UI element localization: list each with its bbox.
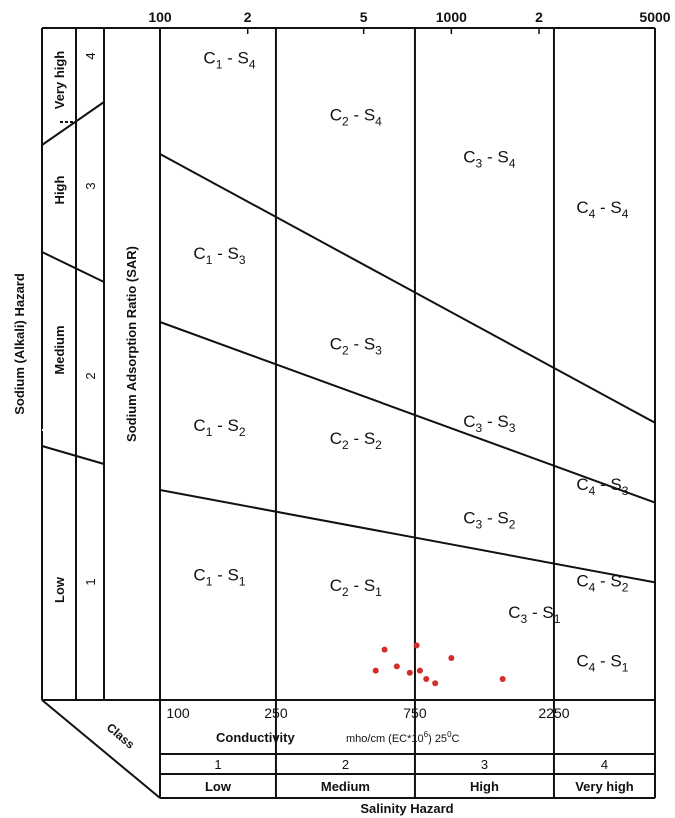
zone-label-c2-s2: C2 - S2 [330,429,382,452]
sample-point [393,663,400,670]
top-tick-label: 2 [244,9,252,25]
sample-point [372,667,379,674]
top-ticks: 100 2 5 1000 2 5000 [148,9,671,34]
sodium-class-number: 2 [83,372,98,379]
zone-label-c1-s1: C1 - S1 [193,565,245,588]
bottom-columns: 1 Low 2 Medium 3 High 4 Very high [205,757,634,794]
zone-label-c4-s2: C4 - S2 [576,572,628,595]
sodium-level-labels: Low Medium High Very high [52,51,67,603]
sodium-boundary-line [159,153,656,424]
zone-label-c3-s1: C3 - S1 [508,603,560,626]
sodium-class-labels: 1 2 3 4 [83,52,98,585]
sodium-level-label: High [52,176,67,205]
sample-point [406,669,413,676]
top-tick-label: 2 [535,9,543,25]
zone-label-c2-s4: C2 - S4 [330,105,382,128]
top-tick-label: 5 [360,9,368,25]
bottom-tick-label: 2250 [538,705,569,721]
sodium-level-label: Very high [52,51,67,110]
bottom-tick-label: 250 [264,705,288,721]
top-tick-label: 100 [148,9,172,25]
sample-point [499,676,506,682]
salinity-class-number: 2 [342,757,349,772]
salinity-level-label: High [470,779,499,794]
sodium-class-number: 4 [83,52,98,59]
sodium-level-label: Medium [52,325,67,374]
zone-label-c4-s4: C4 - S4 [576,198,628,221]
zone-label-c3-s4: C3 - S4 [463,147,515,170]
zone-label-c1-s3: C1 - S3 [193,244,245,267]
salinity-hazard-label: Salinity Hazard [360,801,453,816]
bottom-tick-label: 750 [403,705,427,721]
top-tick-label: 5000 [639,9,670,25]
top-tick-label: 1000 [436,9,467,25]
zone-label-c2-s1: C2 - S1 [330,576,382,599]
sodium-boundary-line [159,321,656,504]
zone-label-c1-s2: C1 - S2 [193,416,245,439]
sample-point [381,646,388,653]
zone-label-c3-s2: C3 - S2 [463,509,515,532]
zone-label-c4-s3: C4 - S3 [576,475,628,498]
salinity-class-number: 3 [481,757,488,772]
sodium-class-number: 1 [83,578,98,585]
sodium-class-number: 3 [83,182,98,189]
sample-point [413,642,420,649]
sodium-level-label: Low [52,576,67,603]
sample-point [423,676,430,682]
zone-label-c1-s4: C1 - S4 [203,49,255,72]
bottom-ticks: 100 250 750 2250 [166,705,569,721]
salinity-level-label: Very high [575,779,634,794]
conductivity-units: mho/cm (EC*106) 250C [346,730,460,745]
bottom-tick-label: 100 [166,705,190,721]
sample-point [416,667,423,674]
plot-area: C1 - S4 C2 - S4 C3 - S4 C4 - S4 C1 - S3 C2 - … [159,27,656,798]
conductivity-label: Conductivity [216,730,295,745]
zone-label-c2-s3: C2 - S3 [330,334,382,357]
sample-point [432,680,439,687]
sample-point [448,655,455,661]
zone-label-c3-s3: C3 - S3 [463,412,515,435]
class-label: Class [104,720,138,752]
salinity-class-number: 4 [601,757,608,772]
salinity-class-number: 1 [214,757,221,772]
sodium-boundary-line [159,489,656,584]
salinity-level-label: Low [205,779,232,794]
zone-label-c4-s1: C4 - S1 [576,651,628,674]
left-inner-label: Sodium Adsorption Ratio (SAR) [124,246,139,442]
bottom-table [41,699,655,799]
left-outer-label: Sodium (Alkali) Hazard [12,273,27,415]
salinity-level-label: Medium [321,779,370,794]
